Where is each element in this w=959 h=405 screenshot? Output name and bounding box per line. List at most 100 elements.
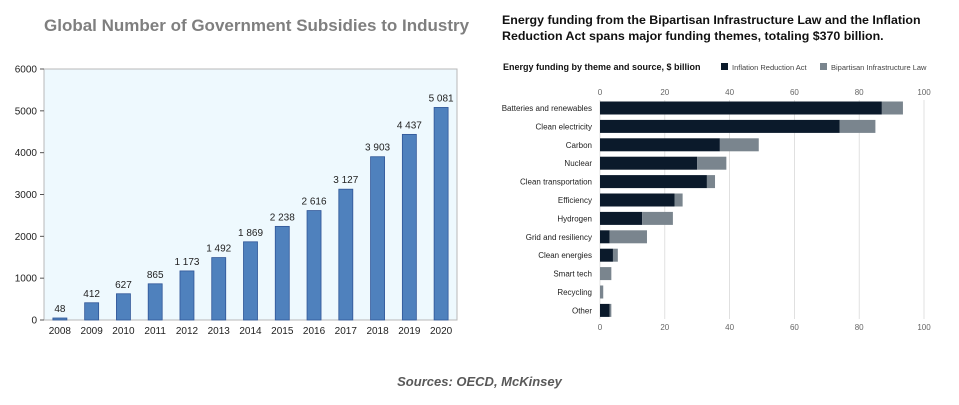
bar-value-label: 4 437: [397, 120, 422, 131]
bar-segment-ira: [600, 119, 840, 133]
chart-subtitle: Energy funding by theme and source, $ bi…: [503, 62, 701, 72]
category-label: Other: [572, 306, 592, 315]
x-tick-label-top: 100: [917, 88, 931, 97]
bar-segment-ira: [600, 303, 610, 317]
legend-swatch: [721, 63, 728, 70]
x-tick-label: 2018: [366, 326, 389, 337]
category-label: Smart tech: [553, 270, 592, 279]
bar-segment-bil: [600, 285, 604, 299]
bar-segment-bil: [697, 156, 727, 170]
bar-value-label: 627: [115, 280, 132, 291]
energy-funding-chart: Energy funding by theme and source, $ bi…: [502, 62, 932, 332]
sources-note: Sources: OECD, McKinsey: [397, 374, 562, 389]
bar-value-label: 1 492: [206, 244, 231, 255]
bar-segment-ira: [600, 248, 613, 262]
x-tick-label-top: 60: [790, 88, 799, 97]
y-tick-label: 0: [31, 316, 37, 327]
bar-segment-ira: [600, 156, 698, 170]
bar-2020: [433, 107, 449, 321]
bar-2013: [211, 257, 227, 321]
bar-2010: [116, 293, 131, 321]
left-chart-title: Global Number of Government Subsidies to…: [44, 16, 470, 35]
bar-2012: [179, 270, 195, 321]
subsidies-bar-chart: 0 1000 2000 3000 4000 5000 6000 48 2008 412 2009 62…: [15, 65, 458, 337]
x-tick-label: 2010: [112, 326, 135, 337]
x-tick-label-top: 0: [598, 88, 603, 97]
legend-label: Inflation Reduction Act: [732, 63, 808, 72]
bar-segment-ira: [600, 211, 643, 225]
bar-2009: [84, 302, 100, 321]
right-chart-title: Energy funding from the Bipartisan Infra…: [502, 13, 921, 43]
bar-value-label: 1 869: [238, 228, 263, 239]
bar-value-label: 5 081: [429, 93, 454, 104]
bar-segment-bil: [719, 138, 759, 152]
x-tick-label-top: 80: [855, 88, 864, 97]
bar-2018: [370, 156, 385, 321]
category-label: Recycling: [557, 288, 592, 297]
x-tick-label-bottom: 40: [725, 323, 734, 332]
x-tick-label: 2013: [208, 326, 231, 337]
category-label: Batteries and renewables: [502, 104, 592, 113]
category-label: Clean transportation: [520, 178, 592, 187]
category-label: Efficiency: [558, 196, 592, 205]
category-label: Grid and resiliency: [526, 233, 592, 242]
bar-2008: [52, 317, 68, 321]
x-tick-label-bottom: 100: [917, 323, 931, 332]
x-tick-label-bottom: 60: [790, 323, 799, 332]
x-tick-label: 2011: [144, 326, 166, 337]
bar-segment-bil: [612, 248, 618, 262]
y-tick-label: 4000: [15, 148, 38, 159]
category-label: Carbon: [566, 141, 592, 150]
bar-value-label: 3 903: [365, 143, 390, 154]
bar-2014: [243, 241, 258, 321]
category-label: Clean electricity: [536, 122, 592, 131]
x-tick-label: 2019: [398, 326, 421, 337]
legend-swatch: [820, 63, 827, 70]
x-tick-label: 2015: [271, 326, 294, 337]
bar-value-label: 2 238: [270, 212, 295, 223]
y-tick-label: 5000: [15, 106, 38, 117]
y-tick-label: 6000: [15, 65, 38, 76]
bar-2017: [338, 188, 354, 321]
bar-2015: [274, 225, 290, 321]
x-tick-label: 2008: [49, 326, 72, 337]
bar-value-label: 48: [54, 304, 66, 315]
bar-segment-ira: [600, 138, 720, 152]
bar-value-label: 412: [83, 289, 100, 300]
bar-segment-bil: [600, 267, 612, 281]
category-label: Clean energies: [538, 251, 592, 260]
bar-segment-bil: [839, 119, 876, 133]
bar-segment-bil: [642, 211, 673, 225]
x-tick-label: 2020: [430, 326, 453, 337]
bar-value-label: 2 616: [302, 197, 327, 208]
bar-2016: [306, 210, 322, 321]
category-label: Hydrogen: [557, 214, 592, 223]
bar-segment-ira: [600, 230, 610, 244]
x-tick-label: 2017: [335, 326, 358, 337]
bar-value-label: 1 173: [174, 257, 199, 268]
x-tick-label-bottom: 80: [855, 323, 864, 332]
bar-segment-bil: [609, 303, 612, 317]
bar-segment-bil: [881, 101, 903, 115]
bar-value-label: 3 127: [333, 175, 358, 186]
bar-segment-ira: [600, 101, 882, 115]
x-tick-label-top: 40: [725, 88, 734, 97]
x-tick-label-bottom: 20: [660, 323, 669, 332]
bar-2019: [401, 133, 417, 321]
bar-segment-ira: [600, 193, 675, 207]
y-tick-label: 1000: [15, 274, 38, 285]
bar-segment-bil: [706, 175, 716, 189]
x-tick-label-top: 20: [660, 88, 669, 97]
category-label: Nuclear: [564, 159, 592, 168]
legend-label: Bipartisan Infrastructure Law: [831, 63, 927, 72]
x-tick-label: 2012: [176, 326, 199, 337]
bar-2011: [147, 283, 163, 321]
bar-segment-bil: [609, 230, 647, 244]
y-tick-label: 3000: [15, 190, 38, 201]
x-tick-label-bottom: 0: [598, 323, 603, 332]
bar-value-label: 865: [147, 270, 164, 281]
y-tick-label: 2000: [15, 232, 38, 243]
x-tick-label: 2009: [81, 326, 104, 337]
x-tick-label: 2016: [303, 326, 326, 337]
bar-segment-bil: [674, 193, 683, 207]
